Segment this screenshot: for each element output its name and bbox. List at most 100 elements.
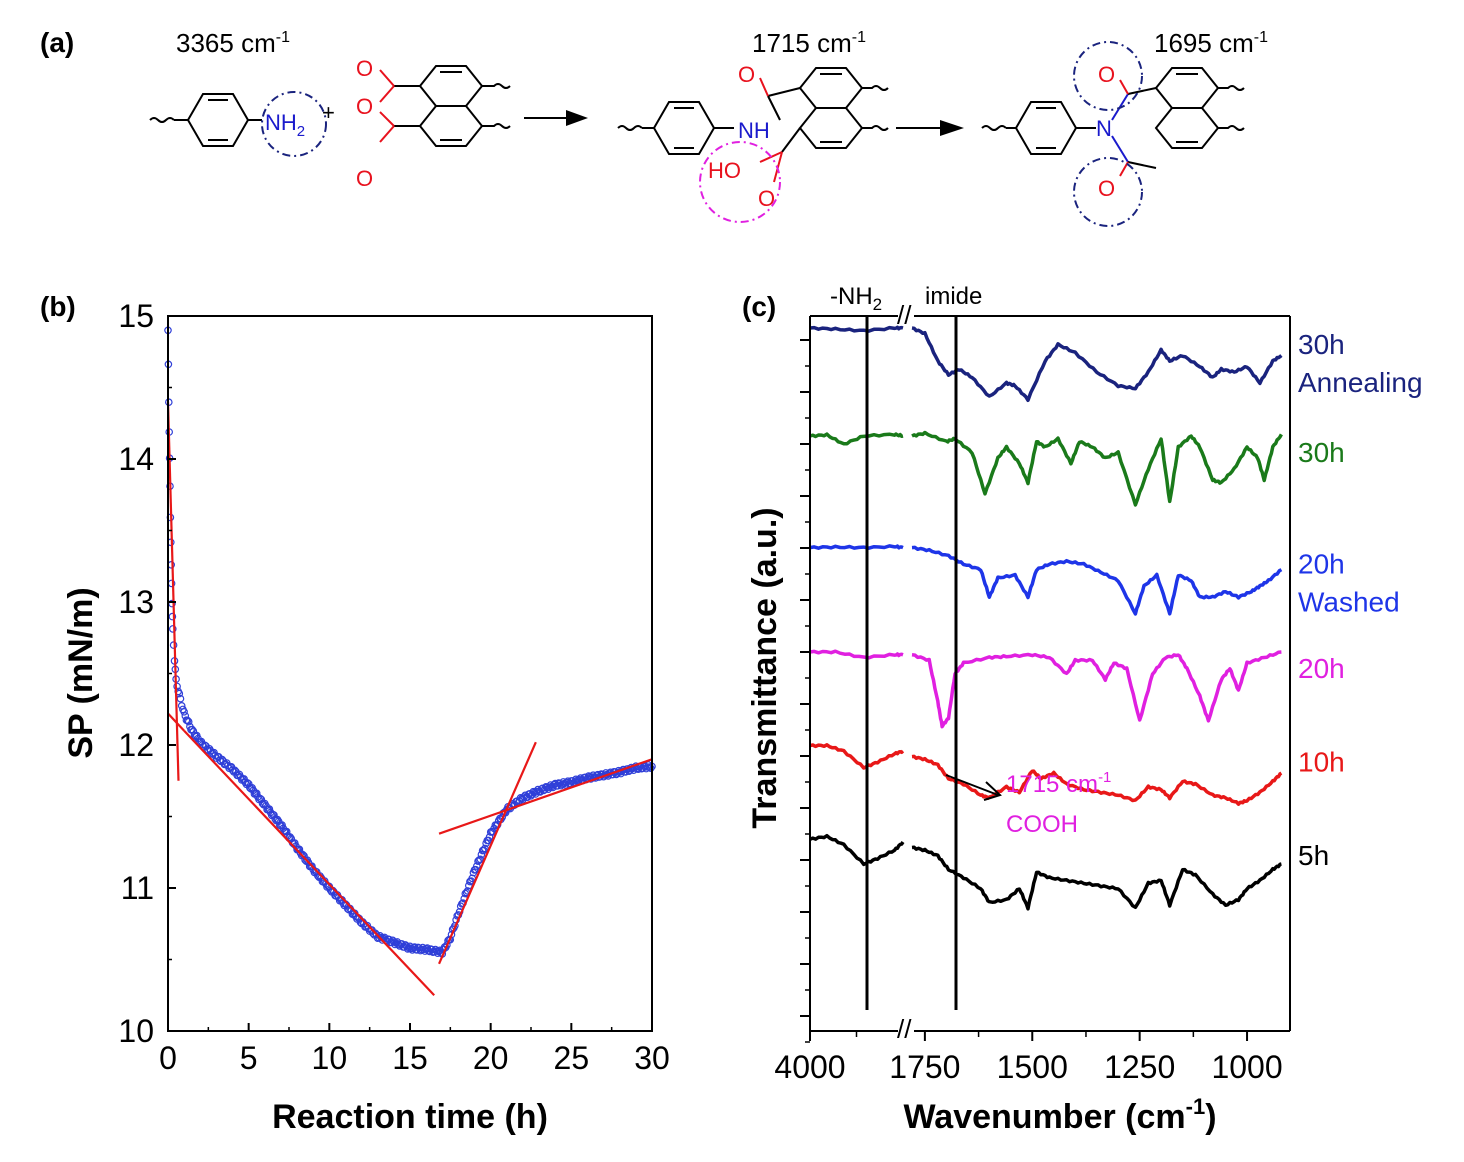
nh2-label: NH2 <box>265 110 305 140</box>
c-series-line <box>809 649 904 660</box>
b-y-axis-title: SP (mN/m) <box>62 587 100 758</box>
b-data-point <box>168 612 177 621</box>
b-x-tick-label: 15 <box>392 1040 428 1076</box>
reaction-arrow-2 <box>896 120 964 136</box>
b-data-point <box>477 850 486 859</box>
b-y-tick-label: 13 <box>118 584 154 620</box>
b-data-point <box>184 717 193 726</box>
b-data-point <box>169 625 177 633</box>
b-data-point <box>308 862 316 871</box>
amine-circle <box>261 91 327 157</box>
b-data-point <box>181 712 190 720</box>
b-data-point <box>484 836 493 845</box>
c-series-line <box>809 325 904 333</box>
anhydride-o-bridge: O <box>356 94 373 119</box>
c-series-line <box>911 650 1282 729</box>
b-y-tick-label: 11 <box>121 870 154 906</box>
reaction-arrow-1 <box>524 110 588 126</box>
wavenumber-imide: 1695 cm-1 <box>1154 28 1268 58</box>
amic-o-top: O <box>738 62 755 87</box>
c-y-axis-title: Transmittance (a.u.) <box>746 507 784 828</box>
b-y-tick-label: 15 <box>118 298 154 334</box>
panel-label-b: (b) <box>40 291 76 322</box>
c-x-tick-label: 1250 <box>1104 1049 1175 1085</box>
c-series-line <box>911 326 1283 403</box>
b-data-point <box>646 764 655 773</box>
c-series-line <box>809 833 905 867</box>
c-annotation-sublabel: COOH <box>1006 811 1078 838</box>
c-x-axis-title: Wavenumber (cm-1) <box>903 1094 1216 1136</box>
b-data-point <box>282 827 291 836</box>
c-series-label: 30h <box>1298 437 1345 468</box>
c-x-tick-label: 1750 <box>889 1049 960 1085</box>
b-x-tick-label: 0 <box>159 1040 177 1076</box>
plus-sign: + <box>322 100 335 125</box>
amic-ho: HO <box>708 158 741 183</box>
anhydride-o-top: O <box>356 56 373 81</box>
imide-circle-top <box>1073 41 1143 111</box>
b-data-point <box>180 707 188 716</box>
c-series-line <box>809 544 904 550</box>
b-x-tick-label: 20 <box>473 1040 509 1076</box>
b-fit-line <box>167 712 185 732</box>
wavenumber-amine: 3365 cm-1 <box>176 28 290 58</box>
c-series-label: 30h <box>1298 329 1345 360</box>
c-series-label: 5h <box>1298 840 1329 871</box>
c-ticks: 4000 1750 1500 1250 1000 <box>774 339 1283 1085</box>
b-data-point <box>228 766 237 775</box>
c-series-labels: 30h Annealing 30h 20h Washed 20h 10h 5h <box>1298 329 1423 871</box>
imide-o-bottom: O <box>1098 176 1115 201</box>
b-fit-line <box>183 729 435 997</box>
c-nh2-marker-label: -NH2 <box>830 283 882 314</box>
anhydride-molecule <box>379 65 511 147</box>
c-series-label: 20h <box>1298 653 1345 684</box>
b-data-point <box>173 682 181 691</box>
c-series-line <box>809 743 905 770</box>
c-series-label-2: Washed <box>1298 587 1400 618</box>
b-y-tick-label: 14 <box>118 441 154 477</box>
b-fit-line <box>438 741 537 965</box>
c-plot-area <box>809 325 1283 911</box>
b-ticks: 0 5 10 15 20 25 30 10 11 12 13 14 15 <box>118 298 669 1076</box>
b-fit-line <box>166 401 180 781</box>
imide-circle-bottom <box>1073 157 1143 227</box>
c-x-tick-label: 1500 <box>997 1049 1068 1085</box>
b-y-tick-label: 10 <box>118 1013 154 1049</box>
b-x-tick-label: 30 <box>634 1040 670 1076</box>
amic-nh: NH <box>738 118 770 143</box>
b-data-point <box>278 821 286 829</box>
panel-b-chart: (b) 0 5 10 15 20 25 30 10 11 12 13 14 15 Reaction ti… <box>40 291 670 1136</box>
anhydride-o-bottom: O <box>356 166 373 191</box>
c-x-tick-label: 4000 <box>774 1049 845 1085</box>
c-series-label: 10h <box>1298 747 1345 778</box>
c-series-label: 20h <box>1298 549 1345 580</box>
b-data-point <box>474 857 482 866</box>
c-axis-break-bottom: // <box>897 1014 912 1044</box>
c-x-tick-label: 1000 <box>1211 1049 1282 1085</box>
c-cooh-annotation: 1715 cm-1 COOH <box>945 769 1111 838</box>
imide-n: N <box>1096 116 1112 141</box>
b-fit-line <box>438 758 653 835</box>
c-series-line <box>911 545 1283 616</box>
c-imide-marker-label: imide <box>925 283 982 310</box>
imide-molecule <box>981 67 1245 177</box>
b-plot-area <box>164 326 656 997</box>
c-series-line <box>809 432 904 446</box>
b-x-tick-label: 5 <box>240 1040 258 1076</box>
panel-label-c: (c) <box>742 291 776 322</box>
b-data-point <box>471 865 480 874</box>
b-data-point <box>481 844 489 853</box>
c-series-line <box>911 430 1283 507</box>
c-annotation-text: 1715 cm-1 <box>1006 769 1111 798</box>
b-x-tick-label: 10 <box>312 1040 348 1076</box>
wavenumber-amic: 1715 cm-1 <box>752 28 866 58</box>
c-axis-break-top: // <box>897 300 912 330</box>
panel-c-chart: (c) // // 4000 1750 1500 1250 1000 -NH2 imid… <box>742 283 1423 1136</box>
imide-o-top: O <box>1098 62 1115 87</box>
amic-o-bottom: O <box>758 186 775 211</box>
panel-label-a: (a) <box>40 27 74 58</box>
c-series-line <box>911 845 1282 911</box>
b-x-tick-label: 25 <box>554 1040 590 1076</box>
c-series-label-2: Annealing <box>1298 367 1423 398</box>
